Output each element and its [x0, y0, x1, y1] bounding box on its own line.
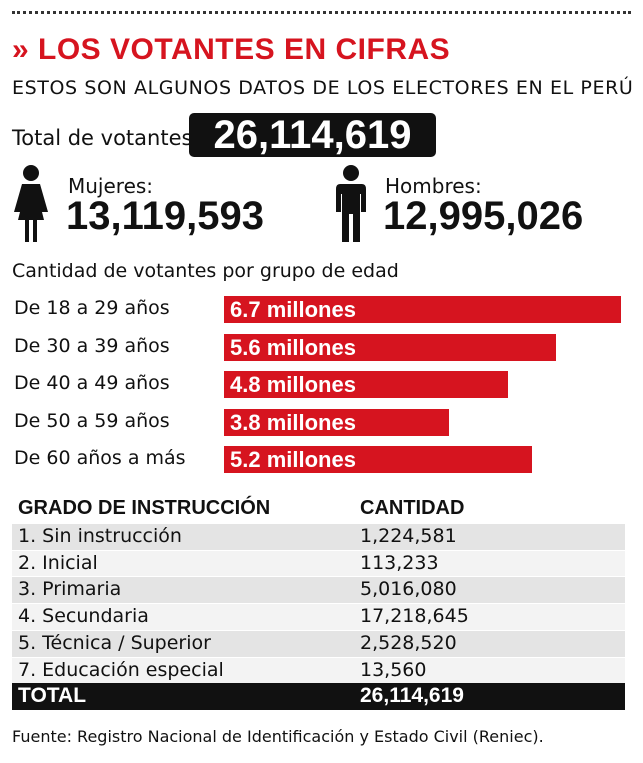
total-cell: 26,114,619 — [360, 684, 464, 708]
subtitle: ESTOS SON ALGUNOS DATOS DE LOS ELECTORES… — [12, 77, 634, 99]
table-row — [12, 549, 625, 577]
table-cell: 13,560 — [360, 658, 427, 681]
value-label: 5.2 millones — [230, 447, 356, 472]
women-value: 13,119,593 — [66, 194, 264, 238]
bar — [224, 333, 556, 361]
bar — [224, 446, 533, 473]
bar — [224, 371, 509, 398]
table-cell: 2. Inicial — [18, 551, 98, 574]
women-label: Mujeres: — [68, 174, 154, 198]
table-header: CANTIDAD — [360, 497, 465, 519]
table-row — [12, 523, 625, 550]
table-cell: 1. Sin instrucción — [18, 525, 182, 547]
female-icon — [14, 165, 48, 242]
total-label: Total de votantes — [12, 126, 193, 150]
bar — [224, 296, 621, 323]
table-cell: 5,016,080 — [360, 578, 457, 601]
total-cell: TOTAL — [18, 684, 87, 708]
men-value: 12,995,026 — [383, 194, 584, 238]
male-icon — [336, 165, 366, 242]
table-header: GRADO DE INSTRUCCIÓN — [18, 497, 271, 519]
table-cell: 7. Educación especial — [18, 658, 224, 681]
category-label: De 60 años a más — [14, 447, 186, 469]
table-cell: 113,233 — [360, 551, 439, 574]
bar — [224, 408, 450, 436]
total-value: 26,114,619 — [189, 113, 436, 157]
value-label: 3.8 millones — [230, 409, 356, 435]
total-row — [12, 683, 625, 711]
men-label: Hombres: — [385, 174, 482, 198]
dotted-rule — [12, 11, 631, 14]
category-label: De 40 a 49 años — [14, 372, 170, 394]
table-row — [12, 656, 625, 684]
table-row — [12, 576, 625, 604]
table-row — [12, 603, 625, 631]
value-label: 6.7 millones — [230, 297, 356, 322]
table-cell: 17,218,645 — [360, 605, 469, 628]
category-label: De 18 a 29 años — [14, 297, 170, 319]
value-label: 4.8 millones — [230, 372, 356, 397]
value-label: 5.6 millones — [230, 334, 356, 360]
category-label: De 50 a 59 años — [14, 409, 170, 432]
source: Fuente: Registro Nacional de Identificac… — [12, 727, 544, 746]
table-cell: 3. Primaria — [18, 578, 122, 601]
table-row — [12, 629, 625, 657]
category-label: De 30 a 39 años — [14, 334, 170, 357]
table-cell: 1,224,581 — [360, 525, 457, 547]
table-cell: 4. Secundaria — [18, 605, 149, 628]
title: » LOS VOTANTES EN CIFRAS — [12, 33, 451, 66]
table-cell: 5. Técnica / Superior — [18, 631, 211, 654]
table-cell: 2,528,520 — [360, 631, 457, 654]
chart-title: Cantidad de votantes por grupo de edad — [12, 260, 399, 282]
